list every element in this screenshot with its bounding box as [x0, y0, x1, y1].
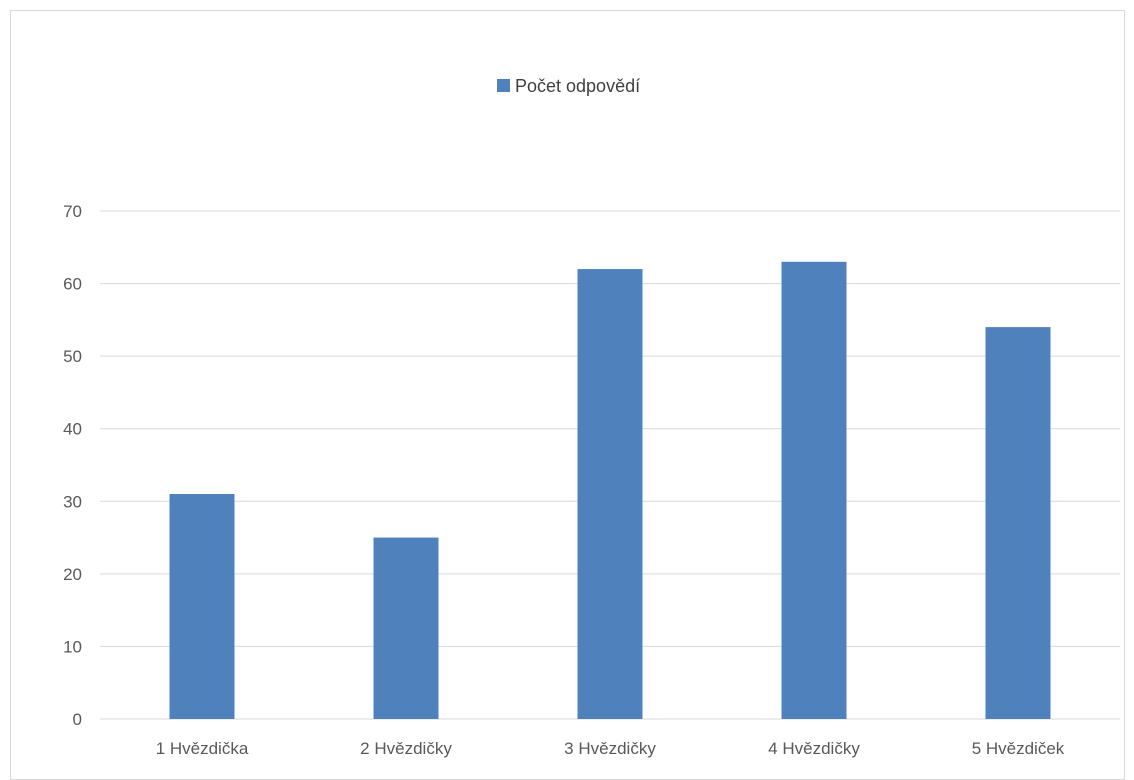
legend-label: Počet odpovědí: [515, 76, 640, 96]
x-tick-label: 4 Hvězdičky: [768, 739, 860, 758]
x-tick-label: 5 Hvězdiček: [972, 739, 1065, 758]
legend: Počet odpovědí: [497, 76, 640, 96]
bar: [577, 269, 643, 719]
y-tick-label: 60: [63, 275, 82, 294]
y-tick-label: 30: [63, 492, 82, 511]
bar: [781, 261, 847, 719]
y-tick-label: 10: [63, 637, 82, 656]
x-axis: 1 Hvězdička 2 Hvězdičky 3 Hvězdičky 4 Hvězd…: [156, 739, 1065, 758]
x-tick-label: 3 Hvězdičky: [564, 739, 656, 758]
y-tick-label: 40: [63, 420, 82, 439]
y-tick-label: 20: [63, 565, 82, 584]
x-tick-label: 1 Hvězdička: [156, 739, 249, 758]
x-tick-label: 2 Hvězdičky: [360, 739, 452, 758]
y-tick-label: 0: [73, 710, 82, 729]
legend-swatch: [497, 79, 510, 92]
bar: [985, 327, 1051, 719]
bars: [169, 261, 1051, 719]
y-axis: 0 10 20 30 40 50 60 70: [63, 202, 82, 729]
bar: [373, 537, 439, 719]
y-tick-label: 50: [63, 347, 82, 366]
y-tick-label: 70: [63, 202, 82, 221]
bar: [169, 494, 235, 719]
